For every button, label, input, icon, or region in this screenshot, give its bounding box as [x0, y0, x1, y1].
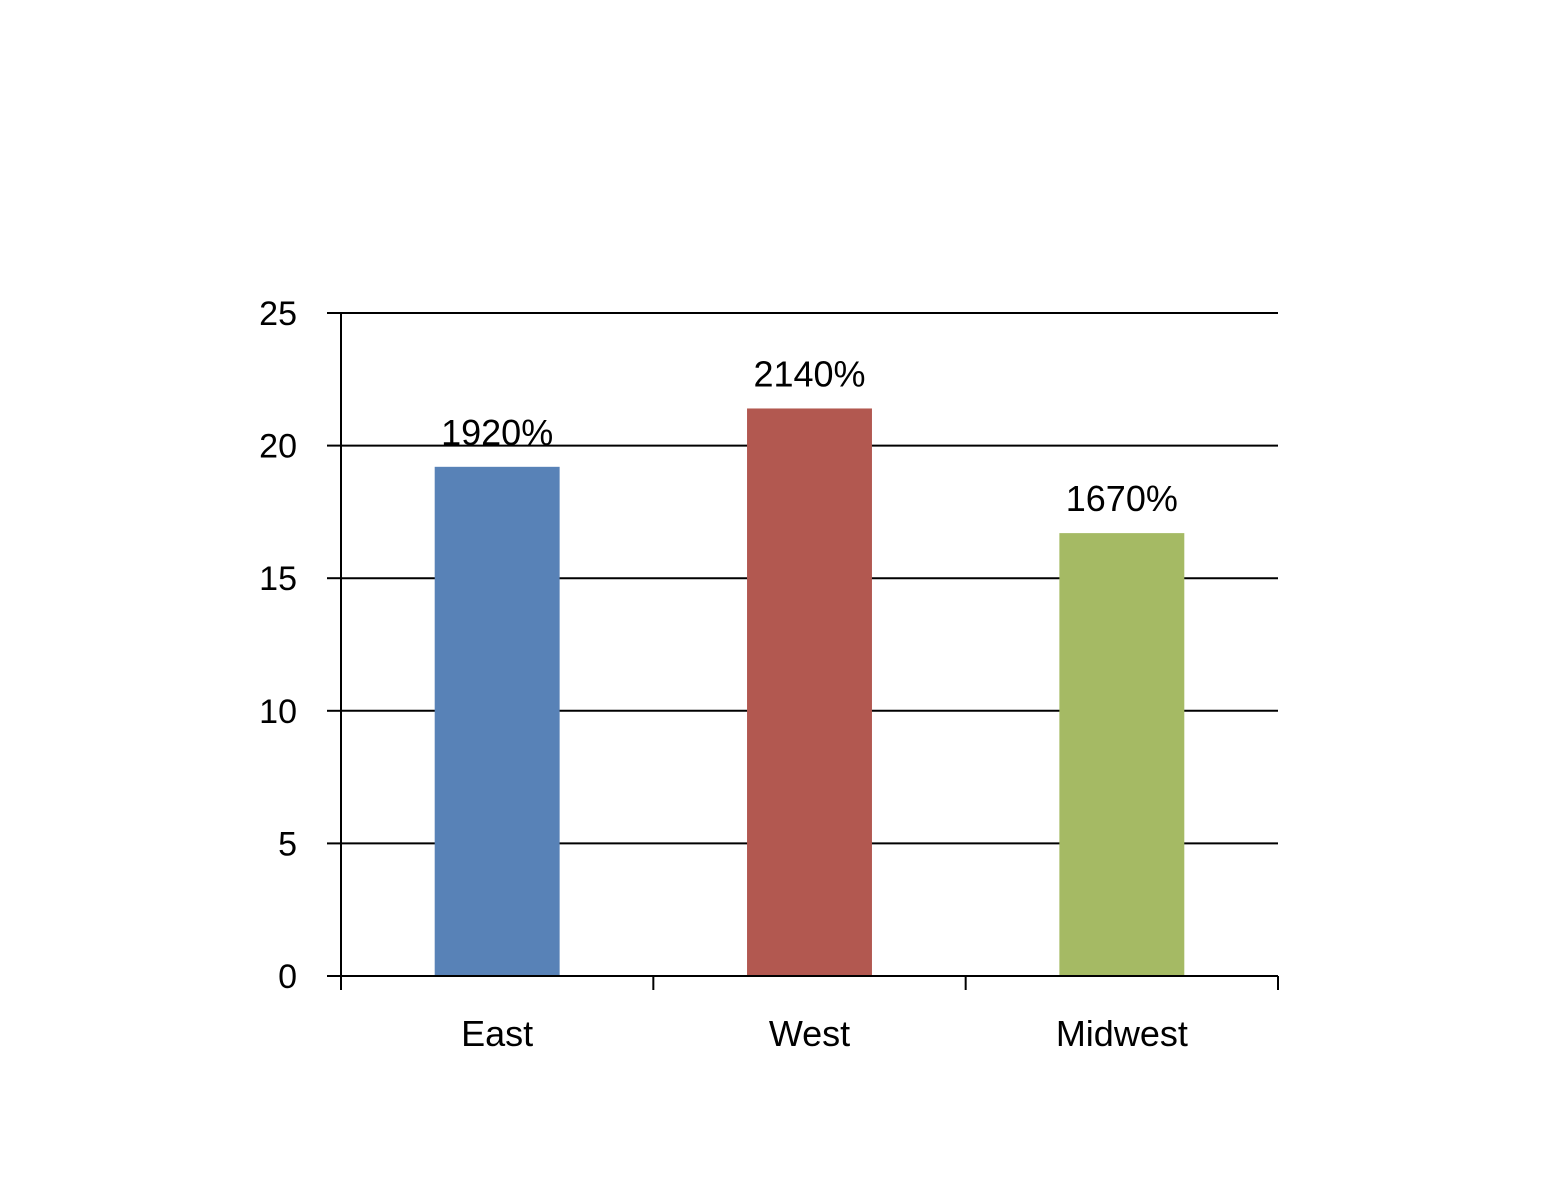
x-category-label: West [769, 1013, 850, 1054]
data-label: 1670% [1066, 478, 1178, 519]
y-tick-label: 25 [259, 295, 297, 333]
y-tick-label: 5 [278, 825, 297, 863]
x-category-label: Midwest [1056, 1013, 1188, 1054]
bar [1059, 533, 1185, 976]
axes [327, 312, 1279, 990]
y-tick-label: 20 [259, 428, 297, 466]
y-tick-label: 0 [278, 958, 297, 996]
bar [747, 408, 872, 976]
bar [434, 466, 560, 976]
labels: 0 5 10 15 20 25 1920% East 2140% West 1670% Midwest [259, 295, 1188, 1054]
y-tick-label: 15 [259, 560, 297, 598]
x-category-label: East [461, 1013, 533, 1054]
bars [434, 408, 1185, 976]
data-label: 2140% [753, 353, 865, 394]
y-tick-label: 10 [259, 693, 297, 731]
data-label: 1920% [441, 412, 553, 453]
